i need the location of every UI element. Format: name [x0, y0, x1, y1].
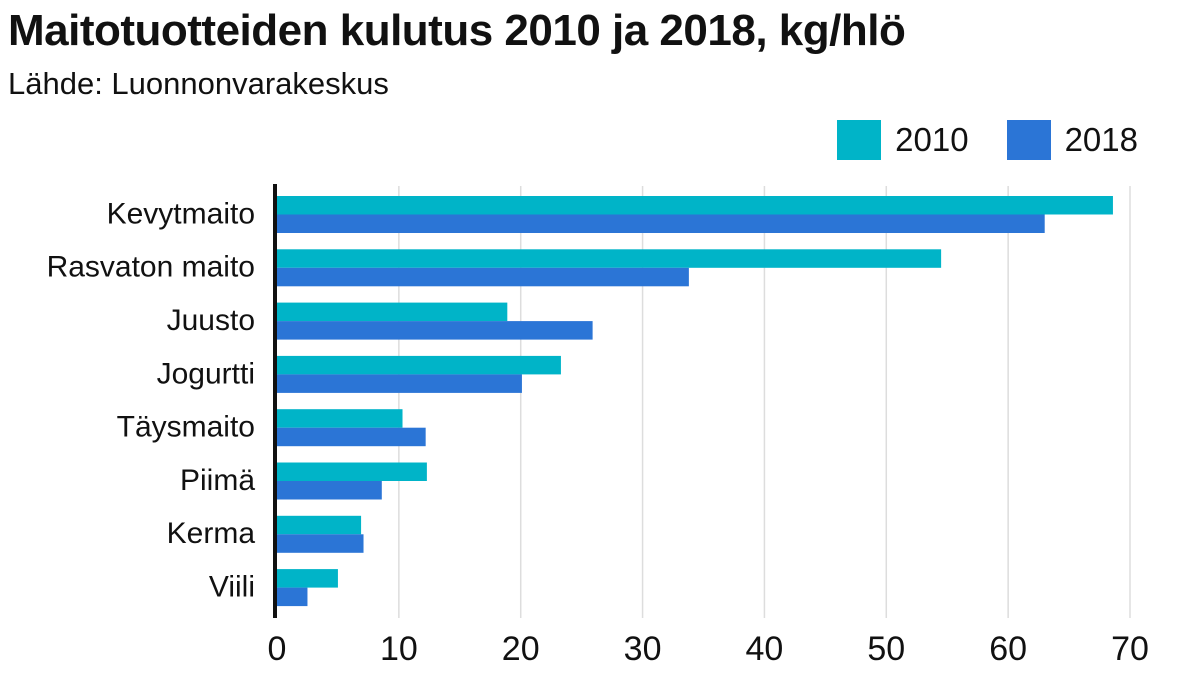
x-tick-label: 60 — [989, 630, 1027, 668]
legend-swatch-2018 — [1006, 120, 1051, 160]
bar-kerma-2010 — [277, 515, 362, 535]
legend-item-2018: 2018 — [1006, 120, 1138, 160]
legend-label-2018: 2018 — [1064, 121, 1138, 158]
legend-item-2010: 2010 — [837, 120, 969, 160]
legend: 2010 2018 — [799, 120, 1138, 160]
legend-label-2010: 2010 — [895, 121, 969, 158]
category-label: Kevytmaito — [107, 197, 255, 230]
bar-kevytmaito-2010 — [277, 196, 1113, 215]
x-tick-label: 40 — [746, 630, 784, 668]
category-label: Kerma — [167, 517, 256, 550]
bar-rasvaton-maito-2018 — [277, 267, 689, 287]
bar-viili-2018 — [277, 587, 308, 607]
category-label: Täysmaito — [117, 411, 255, 444]
x-tick-label: 20 — [502, 630, 540, 668]
bar-t-ysmaito-2010 — [277, 409, 403, 428]
category-label: Jogurtti — [157, 357, 255, 390]
chart-subtitle: Lähde: Luonnonvarakeskus — [8, 66, 389, 101]
bar-rasvaton-maito-2010 — [277, 249, 942, 268]
x-tick-label: 0 — [268, 630, 287, 668]
bar-piim--2018 — [277, 481, 382, 500]
bar-juusto-2018 — [277, 321, 593, 340]
bar-kevytmaito-2018 — [277, 214, 1045, 233]
category-label: Juusto — [167, 304, 255, 337]
bar-jogurtti-2018 — [277, 374, 522, 393]
category-label: Rasvaton maito — [47, 251, 255, 284]
x-tick-label: 30 — [624, 630, 662, 668]
category-label: Piimä — [180, 464, 255, 497]
bar-piim--2010 — [277, 462, 427, 481]
bar-kerma-2018 — [277, 534, 364, 553]
category-label: Viili — [209, 571, 255, 604]
bar-viili-2010 — [277, 569, 338, 588]
chart-title: Maitotuotteiden kulutus 2010 ja 2018, kg… — [8, 6, 906, 55]
bar-jogurtti-2010 — [277, 355, 561, 375]
x-tick-label: 10 — [380, 630, 418, 668]
legend-swatch-2010 — [837, 120, 882, 160]
x-tick-label: 50 — [867, 630, 905, 668]
x-tick-label: 70 — [1111, 630, 1149, 668]
bar-juusto-2010 — [277, 302, 508, 322]
bar-t-ysmaito-2018 — [277, 427, 426, 447]
